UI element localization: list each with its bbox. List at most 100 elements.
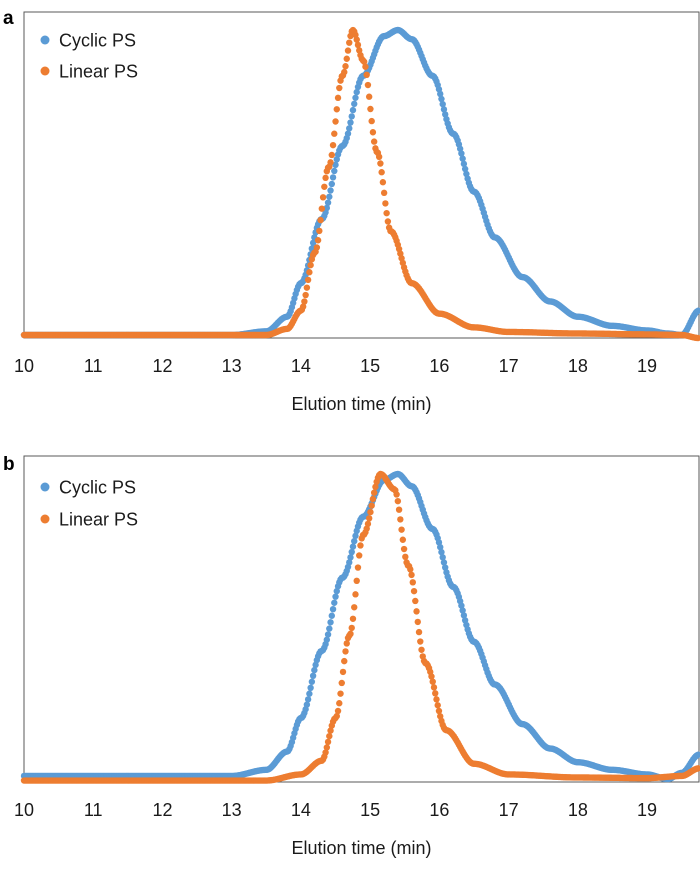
data-point: [303, 284, 311, 291]
data-point: [694, 334, 700, 342]
data-point: [333, 106, 340, 113]
data-point: [461, 165, 469, 173]
x-tick-label: 10: [14, 800, 34, 820]
data-point: [308, 678, 316, 685]
data-point: [414, 618, 421, 626]
data-point: [352, 94, 359, 101]
data-point: [332, 161, 339, 169]
series-linear-ps: [20, 470, 700, 784]
data-point: [382, 200, 389, 207]
x-tick-label: 13: [222, 356, 242, 376]
data-point: [299, 303, 307, 310]
data-point: [344, 130, 352, 137]
data-point: [351, 604, 358, 611]
data-point: [395, 506, 403, 513]
data-point: [369, 495, 377, 503]
panel-a: 10 11 12 13 14 15 16 17 18 19 Elution time (min) a C…: [3, 8, 700, 414]
data-point: [347, 119, 354, 126]
data-point: [384, 218, 392, 225]
x-tick-label: 17: [499, 356, 519, 376]
x-tick-label: 19: [637, 800, 657, 820]
legend-label: Linear PS: [59, 62, 138, 82]
data-point: [309, 672, 317, 680]
data-point: [326, 193, 333, 200]
x-tick-label: 11: [84, 356, 103, 376]
data-point: [352, 591, 359, 598]
data-point: [365, 515, 373, 522]
data-point: [393, 491, 400, 498]
data-point: [458, 150, 465, 157]
legend-marker: [40, 482, 50, 492]
data-point: [327, 159, 334, 166]
data-point: [319, 194, 327, 201]
data-point: [304, 696, 312, 703]
data-point: [394, 497, 402, 505]
data-point: [339, 668, 347, 676]
data-point: [459, 607, 466, 614]
data-point: [438, 95, 445, 103]
data-point: [375, 153, 383, 161]
data-point: [332, 118, 339, 125]
data-point: [429, 678, 436, 685]
panel-b: 10 11 12 13 14 15 16 17 18 19 Elution time (min) b C…: [3, 454, 700, 858]
data-point: [326, 625, 333, 632]
data-point: [323, 636, 331, 643]
x-tick-label: 15: [360, 800, 380, 820]
data-point: [437, 90, 444, 98]
data-point: [460, 612, 468, 619]
x-tick-label: 18: [568, 800, 588, 820]
data-point: [316, 227, 323, 235]
data-point: [327, 619, 334, 626]
data-point: [313, 244, 321, 251]
data-point: [351, 100, 358, 108]
data-point: [329, 605, 337, 613]
x-tick-label: 14: [291, 356, 311, 376]
x-tick-label: 13: [222, 800, 242, 820]
data-point: [398, 526, 405, 533]
x-tick-label: 11: [84, 800, 103, 820]
data-point: [327, 187, 334, 194]
data-point: [357, 542, 364, 549]
plot-frame: [23, 11, 700, 339]
data-point: [323, 744, 331, 751]
data-point: [349, 615, 357, 622]
data-point: [334, 707, 342, 715]
data-point: [410, 587, 418, 595]
data-point: [458, 602, 465, 609]
data-point: [334, 94, 342, 102]
data-point: [365, 93, 373, 100]
data-point: [415, 628, 423, 636]
data-point: [327, 727, 334, 734]
plot-frame: [23, 455, 700, 783]
data-point: [407, 566, 414, 573]
data-point: [402, 553, 409, 561]
data-point: [322, 174, 329, 182]
data-point: [349, 543, 357, 550]
data-point: [368, 117, 375, 125]
data-point: [348, 624, 355, 632]
data-point: [307, 261, 314, 269]
data-point: [379, 179, 387, 186]
data-point: [349, 106, 357, 114]
data-point: [314, 237, 322, 244]
data-point: [324, 738, 332, 746]
data-point: [364, 520, 372, 528]
data-point: [364, 81, 372, 89]
data-point: [437, 543, 444, 551]
data-point: [356, 552, 363, 559]
x-tick-label: 16: [429, 800, 449, 820]
data-point: [413, 608, 420, 615]
data-point: [440, 106, 448, 113]
data-point: [331, 130, 338, 137]
x-axis-title: Elution time (min): [291, 394, 431, 414]
data-point: [397, 516, 404, 523]
x-tick-label: 17: [499, 800, 519, 820]
panel-label: b: [3, 454, 15, 475]
data-point: [309, 239, 317, 247]
data-point: [307, 684, 314, 691]
data-point: [354, 41, 362, 49]
data-point: [346, 125, 353, 132]
data-point: [341, 68, 348, 76]
data-point: [318, 205, 326, 212]
data-point: [332, 593, 339, 600]
